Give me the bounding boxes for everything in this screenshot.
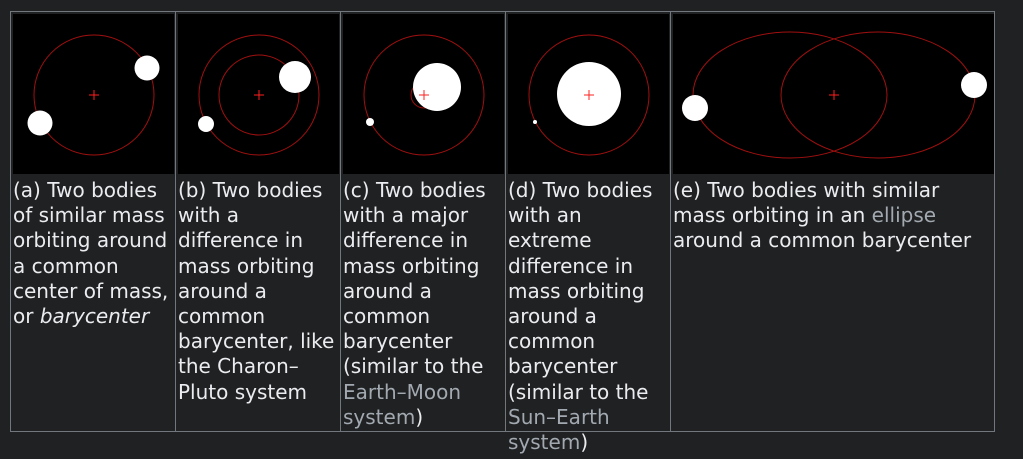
body-1 (279, 61, 311, 93)
body-2 (533, 120, 537, 124)
figure-gallery: (a) Two bodies of similar mass orbiting … (10, 11, 995, 454)
orbit-animation-b (198, 34, 320, 156)
panel-d: (d) Two bodies with an extreme differenc… (506, 12, 671, 454)
panel-e: (e) Two bodies with similar mass orbitin… (671, 12, 994, 431)
body-2 (198, 116, 214, 132)
body-2 (27, 110, 53, 136)
body-2 (366, 118, 374, 126)
orbit-animation-e (682, 31, 987, 159)
panel-b-caption: (b) Two bodies with a difference in mass… (178, 178, 335, 404)
panel-a: (a) Two bodies of similar mass orbiting … (11, 12, 176, 431)
orbit-animation-a (27, 34, 160, 156)
sun-earth-link[interactable]: Sun–Earth system (508, 404, 610, 455)
orbit-animation-d (528, 34, 650, 156)
body-2 (961, 72, 987, 98)
panel-c-caption: (c) Two bodies with a major difference i… (343, 178, 486, 429)
panel-c-image[interactable] (343, 14, 504, 174)
panel-b: (b) Two bodies with a difference in mass… (176, 12, 341, 431)
ellipse-link[interactable]: ellipse (871, 203, 937, 228)
orbit-animation-c (363, 34, 485, 156)
body-1 (682, 95, 708, 121)
panel-b-image[interactable] (178, 14, 339, 174)
panel-e-image[interactable] (673, 14, 994, 174)
panel-d-caption: (d) Two bodies with an extreme differenc… (508, 178, 653, 455)
panel-e-caption: (e) Two bodies with similar mass orbitin… (673, 178, 972, 253)
body-1 (134, 55, 160, 81)
panel-d-image[interactable] (508, 14, 669, 174)
panel-a-image[interactable] (13, 14, 174, 174)
panel-a-caption: (a) Two bodies of similar mass orbiting … (13, 178, 169, 329)
earth-moon-link[interactable]: Earth–Moon system (343, 379, 462, 429)
body-1 (413, 63, 461, 111)
panel-c: (c) Two bodies with a major difference i… (341, 12, 506, 431)
